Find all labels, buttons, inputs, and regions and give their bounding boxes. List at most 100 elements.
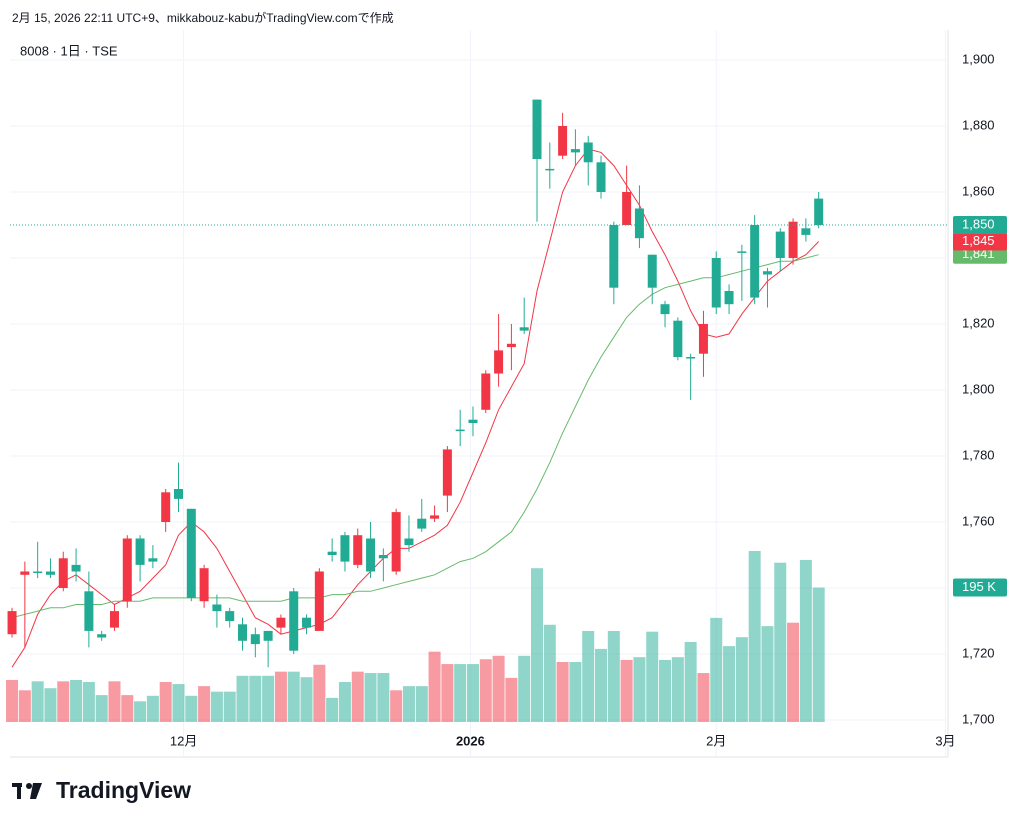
volume-bar [338,682,351,722]
volume-bar [799,559,812,722]
candle-body [173,489,183,499]
volume-bar [684,642,697,722]
candle-body [212,604,222,612]
volume-bar [646,631,659,722]
volume-bar [351,671,364,722]
volume-bar [569,662,582,722]
volume-bar [415,686,428,722]
candle-body [225,611,235,621]
candle-body [724,291,734,305]
candle-body [148,558,158,562]
volume-bar [210,691,223,722]
candle-body [314,571,324,631]
volume-bar [441,664,454,722]
volume-bar [479,659,492,722]
candle-body [788,221,798,258]
volume-bar [531,568,544,722]
candle-body [519,327,529,331]
candle-body [122,538,132,602]
volume-bar [326,697,339,722]
candle-body [737,251,747,253]
volume-bar [428,651,441,722]
candle-body [583,142,593,163]
y-tick-label: 1,760 [962,513,995,528]
volume-bar [313,664,326,722]
volume-bar [249,675,262,722]
candle-body [545,168,555,171]
candle-body [186,508,196,598]
candle-body [711,258,721,308]
candle-body [622,192,632,225]
candle-body [45,571,55,575]
volume-bar [146,695,159,722]
candle-body [199,568,209,602]
volume-bar [57,681,70,722]
volume-bar [492,655,505,722]
volume-bar [659,659,672,722]
candle-body [58,558,68,588]
volume-bar [70,679,83,722]
candle-body [20,571,30,575]
logo [12,783,42,799]
x-tick-label: 12月 [170,733,197,748]
candle-body [250,634,260,645]
volume-bar [543,624,556,722]
y-tick-label: 1,780 [962,447,995,462]
symbol-title: 8008 · 1日 · TSE [20,43,118,58]
volume-bar [556,662,569,722]
volume-bar [287,671,300,722]
volume-bar [159,682,172,722]
volume-bar [723,646,736,722]
x-tick-label: 2026 [456,733,485,748]
candle-body [417,518,427,529]
moving-average [11,254,819,619]
candle-body [750,225,760,298]
x-tick-label: 2月 [706,733,726,748]
volume-bar [582,630,595,722]
volume-bar [185,695,198,722]
candle-body [442,449,452,496]
candle-body [494,350,504,374]
candle-body [609,225,619,288]
volume-bar [607,630,620,722]
volume-bar [300,677,313,722]
candle-body [570,149,580,153]
candle-body [404,538,414,546]
y-tick-label: 1,860 [962,183,995,198]
candle-body [84,591,94,631]
volume-bar [364,673,377,722]
y-tick-label: 1,880 [962,117,995,132]
volume-bar [121,695,134,722]
volume-bar [735,637,748,722]
candle-body [455,429,465,432]
volume-bar [172,684,185,722]
candle-body [775,231,785,258]
volume-tag-label: 195 K [962,579,996,594]
volume-bar [633,657,646,722]
volume-bar [274,671,287,722]
volume-tag [953,578,1007,597]
candle-body [366,538,376,572]
volume-bar [44,688,57,722]
header: 2月 15, 2026 22:11 UTC+9、mikkabouz-kabuがT… [12,10,394,25]
candle-body [109,611,119,628]
candle-body [430,515,440,519]
volume-bar [198,686,211,722]
volume-bar [18,690,31,722]
volume-bar [518,655,531,722]
price-tag [953,216,1007,234]
candle-body [634,208,644,239]
candle-body [97,634,107,638]
volume-bar [505,677,518,722]
volume-bar [620,659,633,722]
volume-bar [377,673,390,722]
y-tick-label: 1,700 [962,711,995,726]
candle-body [276,617,286,628]
volume-bar [812,587,825,722]
candle-body [762,271,772,275]
candle-body [327,551,337,555]
footer-brand: TradingView [56,777,191,803]
candle-body [391,512,401,572]
volume-bar [236,675,249,722]
